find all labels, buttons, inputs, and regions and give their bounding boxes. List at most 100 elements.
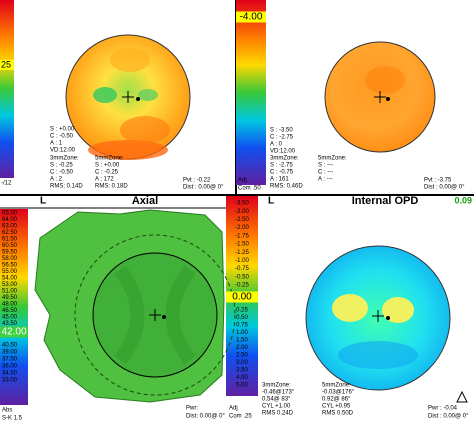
label: -0.50 (235, 274, 249, 280)
label: -0.75 (235, 266, 249, 272)
label: Pwr : -0.04 (428, 406, 458, 412)
label: -1.50 (235, 242, 249, 248)
label-highlight (0, 326, 28, 338)
label: 3mmZone: (262, 383, 291, 389)
label: 64.00 (2, 217, 18, 223)
label: A : 161 (270, 177, 289, 183)
label: 1.50 (236, 338, 248, 344)
label: -2.50 (235, 217, 249, 223)
color-scale (236, 0, 266, 185)
label: -0.03@176° (322, 390, 355, 396)
label: -4.00 (240, 12, 263, 23)
map-region (88, 140, 168, 160)
label: 3mmZone: (50, 156, 79, 162)
label: S : -0.25 (50, 163, 73, 169)
label: 45.00 (2, 315, 18, 321)
label: -1.00 (235, 258, 249, 264)
map-region (138, 89, 158, 101)
label: Adj (229, 406, 238, 412)
label: 1.00 (236, 330, 248, 336)
color-scale (0, 0, 14, 178)
label: 46.50 (2, 308, 18, 314)
label: Adj (238, 178, 247, 184)
label: 39.00 (2, 350, 18, 356)
label: Com .25 (229, 414, 252, 420)
label: C : -0.25 (95, 170, 119, 176)
label: Com .50 (238, 186, 261, 192)
map-region (110, 48, 150, 72)
label: RMS 0.24D (262, 411, 294, 417)
map-region (93, 87, 117, 103)
label: -1.25 (235, 250, 249, 256)
label: 61.50 (2, 237, 18, 243)
label: 3.50 (236, 368, 248, 374)
label: 37.50 (2, 357, 18, 363)
label: -/12 (1, 181, 12, 187)
label: -2.00 (235, 225, 249, 231)
label: 60.50 (2, 243, 18, 249)
label: 33.00 (2, 378, 18, 384)
label: 3mmZone: (270, 156, 299, 162)
label: CYL +1.00 (262, 404, 291, 410)
label: Pwr: (186, 406, 198, 412)
label: Internal OPD (352, 195, 419, 207)
label: 62.50 (2, 230, 18, 236)
label: 0.09 (454, 195, 472, 205)
warning-icon (456, 390, 468, 403)
label: 63.00 (2, 224, 18, 230)
label: -0.25 (235, 283, 249, 289)
label: 5.00 (236, 383, 248, 389)
map-region (365, 66, 405, 94)
label: S : +0.00 (95, 163, 120, 169)
map-region (114, 265, 196, 365)
label: 5mmZone: (318, 156, 347, 162)
label: 2.50 (236, 353, 248, 359)
label: RMS: 0.14D (50, 184, 83, 190)
label: 49.50 (2, 295, 18, 301)
color-scale (0, 209, 28, 405)
label: 51.00 (2, 289, 18, 295)
label: A : 2 (50, 177, 63, 183)
label: 0.92@ 86° (322, 397, 351, 403)
label: RMS: 0.18D (95, 184, 128, 190)
label: -0.46@173° (262, 390, 295, 396)
label: 43.50 (2, 321, 18, 327)
label: 48.00 (2, 302, 18, 308)
label-highlight (236, 11, 266, 23)
label: L (40, 196, 46, 207)
label: 54.00 (2, 276, 18, 282)
label: 65.00 (2, 211, 18, 217)
label: 55.00 (2, 269, 18, 275)
label: Pvt : -0.22 (183, 178, 211, 184)
label: VD:12.00 (270, 149, 296, 155)
label: C : -0.75 (270, 170, 294, 176)
label: A : --- (318, 177, 333, 183)
label: RMS: 0.46D (270, 184, 303, 190)
label: 58.00 (2, 256, 18, 262)
label: -1.75 (235, 233, 249, 239)
label: Pvt : -3.75 (424, 178, 452, 184)
label: S-K 1.5 (2, 416, 23, 422)
label: C : -2.75 (270, 135, 294, 141)
label: 56.50 (2, 263, 18, 269)
label: 0.54@ 83° (262, 397, 291, 403)
label: 34.50 (2, 371, 18, 377)
label: Dist : 0.00@ 0° (183, 185, 224, 191)
label: Axial (132, 195, 158, 207)
label: CYL +0.95 (322, 404, 351, 410)
map-region (382, 297, 414, 323)
map-region (120, 116, 170, 144)
label: A : 0 (270, 142, 283, 148)
label: 3.00 (236, 360, 248, 366)
label: Dist : 0.00@ 0° (424, 185, 465, 191)
label: C : -0.50 (50, 170, 74, 176)
label: 0.25 (236, 308, 248, 314)
label: 2.00 (236, 345, 248, 351)
label: 25 (1, 59, 11, 69)
label-highlight (0, 60, 14, 70)
label: Abs (2, 408, 12, 414)
label: 0.00 (232, 292, 252, 303)
label: L (268, 196, 274, 207)
map-region (338, 341, 418, 369)
